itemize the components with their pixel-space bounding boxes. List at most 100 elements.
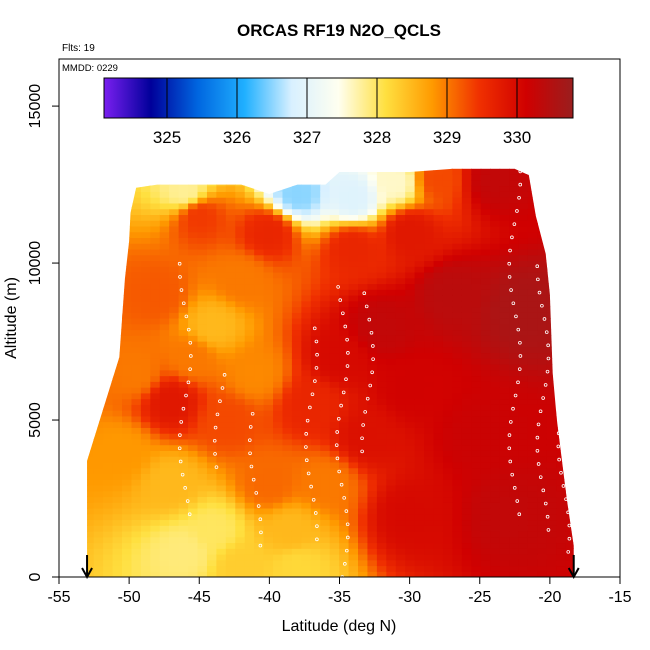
heatmap-cell [537, 277, 548, 285]
heatmap-cell [263, 318, 274, 325]
heatmap-cell [471, 179, 482, 187]
heatmap-cell [131, 387, 142, 394]
heatmap-cell [556, 168, 567, 169]
heatmap-cell [546, 358, 557, 365]
heatmap-cell [150, 536, 161, 544]
heatmap-cell [490, 254, 501, 262]
heatmap-cell [225, 300, 236, 308]
heatmap-cell [188, 398, 199, 405]
heatmap-cell [206, 346, 218, 354]
heatmap-cell [509, 490, 520, 498]
heatmap-cell [263, 392, 274, 400]
heatmap-cell [225, 490, 236, 498]
heatmap-cell [112, 271, 123, 279]
heatmap-cell [103, 559, 114, 567]
heatmap-cell [169, 530, 180, 538]
heatmap-cell [93, 565, 104, 572]
heatmap-cell [405, 237, 416, 244]
heatmap-cell [452, 202, 463, 210]
heatmap-cell [518, 473, 529, 480]
heatmap-cell [433, 490, 444, 498]
heatmap-cell [310, 444, 321, 451]
heatmap-cell [178, 542, 189, 549]
heatmap-cell [320, 387, 331, 394]
heatmap-cell [527, 231, 538, 239]
heatmap-cell [329, 461, 340, 469]
heatmap-cell [197, 312, 208, 319]
sample-marker [338, 298, 343, 302]
heatmap-cell [140, 266, 151, 273]
heatmap-cell [310, 559, 321, 567]
heatmap-cell [490, 542, 501, 549]
heatmap-cell [131, 461, 142, 469]
heatmap-cell [405, 168, 416, 169]
heatmap-cell [452, 410, 463, 417]
heatmap-cell [518, 237, 529, 244]
heatmap-cell [480, 179, 491, 187]
heatmap-cell [480, 404, 491, 411]
heatmap-cell [131, 427, 142, 434]
heatmap-cell [93, 444, 104, 451]
heatmap-cell [546, 289, 557, 296]
heatmap-cell [301, 294, 312, 302]
heatmap-cell [273, 323, 284, 331]
heatmap-cell [442, 467, 454, 474]
heatmap-cell [367, 185, 378, 192]
heatmap-cell [395, 168, 406, 175]
heatmap-cell [197, 306, 208, 313]
heatmap-cell [490, 444, 501, 451]
heatmap-cell [103, 415, 114, 423]
heatmap-cell [225, 427, 236, 434]
heatmap-cell [442, 346, 454, 354]
heatmap-cell [461, 191, 472, 198]
heatmap-cell [263, 346, 274, 354]
heatmap-cell [254, 283, 265, 290]
heatmap-cell [112, 312, 123, 319]
heatmap-cell [244, 548, 255, 555]
heatmap-cell [461, 300, 472, 308]
sample-marker [315, 352, 319, 357]
heatmap-cell [169, 260, 180, 267]
heatmap-cell [159, 208, 170, 215]
heatmap-cell [225, 266, 236, 273]
colorbar-tick-label: 327 [293, 128, 321, 147]
heatmap-cell [282, 387, 293, 394]
heatmap-cell [339, 473, 350, 480]
heatmap-cell [348, 341, 359, 348]
heatmap-cell [414, 202, 425, 210]
heatmap-cell [490, 185, 501, 192]
heatmap-cell [263, 381, 274, 388]
heatmap-cell [320, 461, 331, 469]
heatmap-cell [291, 323, 302, 331]
sample-marker [251, 477, 256, 482]
heatmap-cell [93, 387, 104, 394]
heatmap-cell [556, 484, 567, 492]
heatmap-cell [87, 513, 95, 521]
heatmap-cell [244, 220, 255, 227]
heatmap-cell [188, 266, 199, 273]
heatmap-cell [254, 300, 265, 308]
sample-marker [508, 248, 512, 253]
heatmap-cell [546, 525, 557, 532]
heatmap-cell [395, 168, 406, 169]
heatmap-cell [452, 548, 463, 555]
heatmap-cell [376, 254, 387, 262]
heatmap-cell [150, 174, 161, 181]
heatmap-cell [433, 553, 444, 561]
heatmap-cell [254, 565, 265, 572]
heatmap-cell [386, 364, 397, 371]
heatmap-cell [556, 231, 567, 239]
heatmap-cell [103, 369, 114, 377]
heatmap-cell [235, 496, 246, 503]
heatmap-cell [386, 519, 397, 526]
heatmap-cell [499, 381, 510, 388]
heatmap-cell [301, 421, 312, 428]
heatmap-cell [87, 456, 95, 463]
heatmap-cell [263, 542, 274, 549]
x-axis-label: Latitude (deg N) [282, 618, 397, 635]
heatmap-cell [103, 571, 114, 577]
heatmap-cell [386, 369, 397, 377]
heatmap-cell [131, 398, 142, 405]
heatmap-cell [197, 456, 208, 463]
heatmap-cell [518, 214, 529, 221]
